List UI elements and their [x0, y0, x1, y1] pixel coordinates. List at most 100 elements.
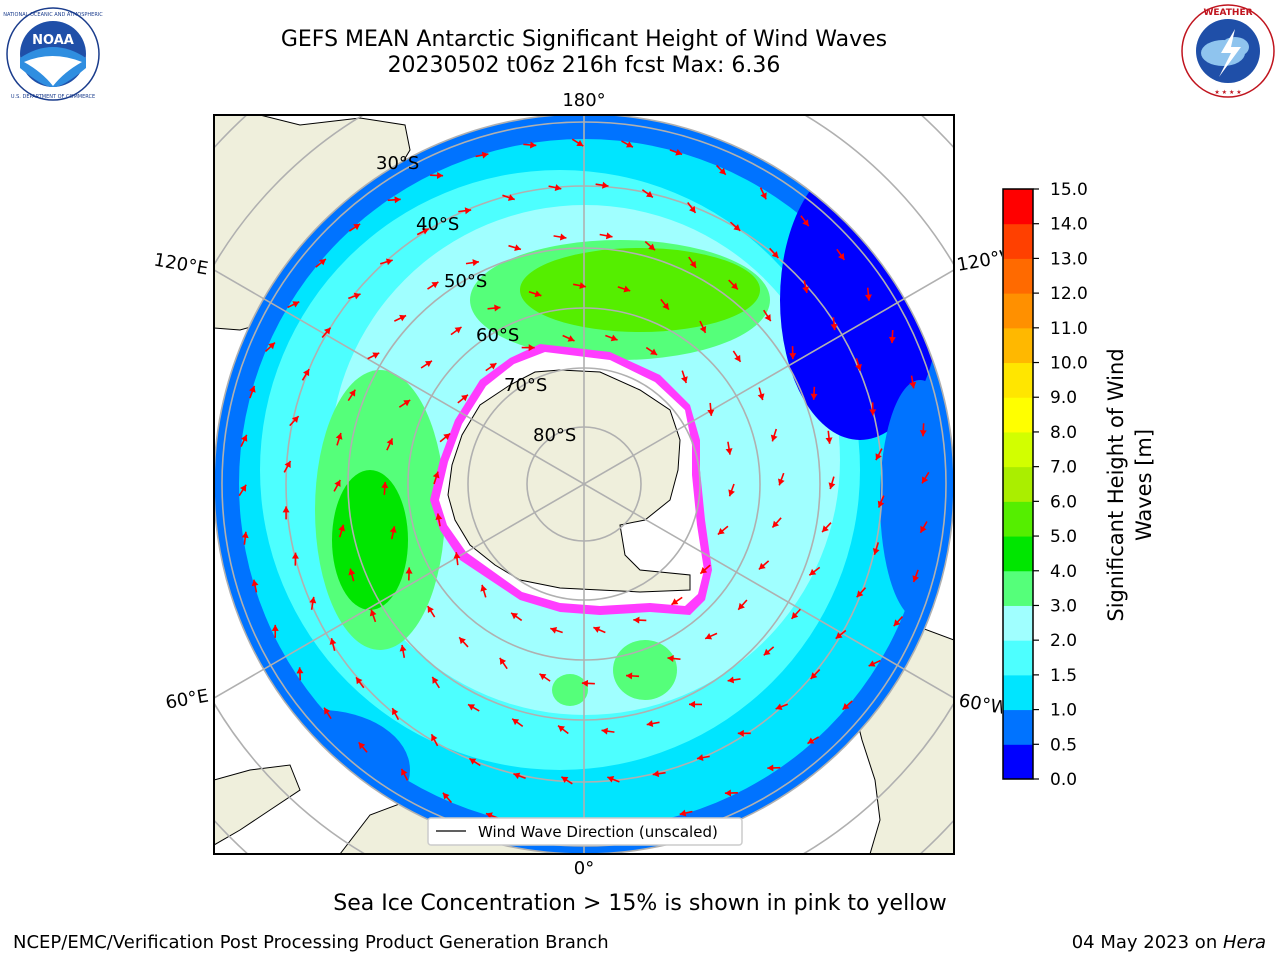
wave-direction-arrow-head [249, 385, 256, 393]
wave-direction-arrow-head [385, 258, 393, 266]
wave-direction-arrow-head [356, 677, 363, 685]
wave-direction-arrow-head [775, 703, 783, 710]
wave-direction-arrow-head [389, 526, 397, 533]
wave-direction-arrow-head [645, 191, 653, 198]
colorbar-swatch [1003, 189, 1033, 225]
colorbar-swatch [1003, 709, 1033, 745]
wave-direction-arrow-head [579, 282, 586, 290]
wave-direction-arrow-head [268, 342, 275, 350]
wave-direction-arrow-head [421, 228, 429, 235]
colorbar-frame [1002, 188, 1034, 780]
wave-direction-arrow-head [807, 737, 815, 744]
wave-direction-arrow-head [675, 148, 683, 156]
lat-label-40s: 40°S [416, 214, 459, 235]
colorbar-swatch [1003, 536, 1033, 572]
colorbar-swatch [1003, 431, 1033, 468]
wave-direction-arrow-head [822, 525, 829, 533]
lon-label-180: 180° [562, 90, 605, 111]
wave-direction-arrow-head [802, 219, 809, 227]
wave-direction-arrow-head [757, 393, 765, 401]
wave-direction-arrow-head [369, 609, 377, 617]
wave-direction-arrow-head [681, 376, 688, 384]
lon-label-120e: 120°E [152, 249, 210, 279]
lat-label-60s: 60°S [476, 325, 519, 346]
lat-label-50s: 50°S [444, 271, 487, 292]
wave-direction-arrow-head [309, 596, 317, 604]
wave-direction-arrow-head [610, 334, 618, 342]
wave-direction-arrow-head [271, 624, 279, 631]
wave-direction-arrow-head [919, 430, 927, 437]
wave-direction-arrow-head [593, 626, 601, 633]
wave-direction-arrow-head [353, 223, 361, 231]
wave-direction-arrow-head [392, 708, 399, 716]
wave-direction-arrow-head [869, 409, 877, 416]
wave-direction-arrow-head [856, 590, 864, 598]
svg-text:WEATHER: WEATHER [1203, 8, 1252, 18]
credit-host: Hera [1222, 932, 1266, 953]
wave-direction-arrow-head [633, 616, 640, 624]
colorbar-tick-label: 6.0 [1050, 492, 1077, 512]
colorbar-tick-label: 5.0 [1050, 527, 1077, 547]
wave-direction-arrow-head [920, 525, 927, 533]
wave-direction-arrow-head [789, 353, 797, 360]
colorbar-swatch [1003, 640, 1033, 676]
wave-direction-arrow-head [770, 434, 778, 442]
wave-direction-arrow-head [810, 672, 818, 679]
wave-direction-arrow-head [909, 381, 917, 389]
wave-direction-arrow-head [303, 369, 310, 377]
wave-direction-arrow-head [667, 655, 674, 663]
wave-direction-arrow-head [758, 562, 766, 570]
colorbar-tick-label: 8.0 [1050, 423, 1077, 443]
wave-direction-arrow-head [394, 196, 401, 204]
wave-direction-arrow-head [539, 673, 547, 681]
noaa-logo: NOAA NATIONAL OCEANIC AND ATMOSPHERIC U.… [3, 7, 103, 101]
wave-direction-arrow-head [607, 776, 615, 783]
wind-wave-arrows [238, 138, 930, 830]
colorbar-tick-label: 1.0 [1050, 701, 1077, 721]
wave-direction-arrow-head [292, 301, 300, 308]
colorbar-swatch [1003, 327, 1033, 364]
wave-direction-arrow-head [650, 348, 658, 355]
colorbar-tick-label: 3.0 [1050, 596, 1077, 616]
wave-direction-arrow-head [349, 389, 356, 397]
wave-direction-arrow-head [648, 243, 656, 251]
wave-direction-arrow-head [719, 167, 726, 175]
colorbar-swatch [1003, 466, 1033, 502]
colorbar-tick-label: 7.0 [1050, 458, 1077, 478]
wave-direction-arrow-head [679, 809, 687, 817]
wave-direction-arrow-head [877, 500, 885, 508]
lon-label-60e: 60°E [164, 685, 210, 713]
wave-direction-arrow-head [893, 619, 901, 627]
wave-direction-arrow-head [494, 304, 501, 312]
wave-direction-arrow-head [828, 482, 836, 490]
map-frame [213, 114, 955, 855]
wave-direction-arrow-head [662, 302, 669, 310]
wave-direction-arrow-head [427, 606, 434, 613]
wave-direction-arrow-head [399, 645, 407, 652]
wave-direction-arrow-head [480, 584, 488, 592]
colorbar-swatch [1003, 501, 1033, 537]
wave-direction-arrow-head [760, 192, 767, 200]
wave-direction-arrow-head [499, 657, 507, 665]
wave-direction-arrow-head [372, 352, 380, 359]
wave-direction-arrow-head [291, 416, 299, 423]
wave-direction-arrow-head [875, 453, 882, 461]
wave-direction-arrow-head [432, 471, 440, 479]
wave-direction-arrow-head [705, 633, 713, 640]
wave-direction-arrow-head [282, 506, 290, 513]
wave-direction-arrow-head [358, 742, 366, 750]
wave-direction-arrow-head [601, 727, 608, 735]
wave-direction-arrow-head [459, 637, 466, 645]
wave-direction-arrow-head [725, 448, 733, 455]
wave-direction-arrow-head [432, 676, 439, 684]
svg-text:★ ★ ★ ★: ★ ★ ★ ★ [1214, 89, 1241, 96]
svg-text:U.S. DEPARTMENT OF COMMERCE: U.S. DEPARTMENT OF COMMERCE [11, 94, 95, 100]
wave-direction-arrow-head [386, 438, 394, 446]
wave-direction-arrow-head [646, 720, 654, 728]
wave-direction-arrow-head [464, 207, 472, 215]
wave-direction-arrow-head [453, 552, 461, 559]
wave-direction-arrow-head [251, 579, 259, 587]
lon-label-0: 0° [574, 858, 594, 879]
wave-direction-arrow-head [530, 141, 537, 149]
